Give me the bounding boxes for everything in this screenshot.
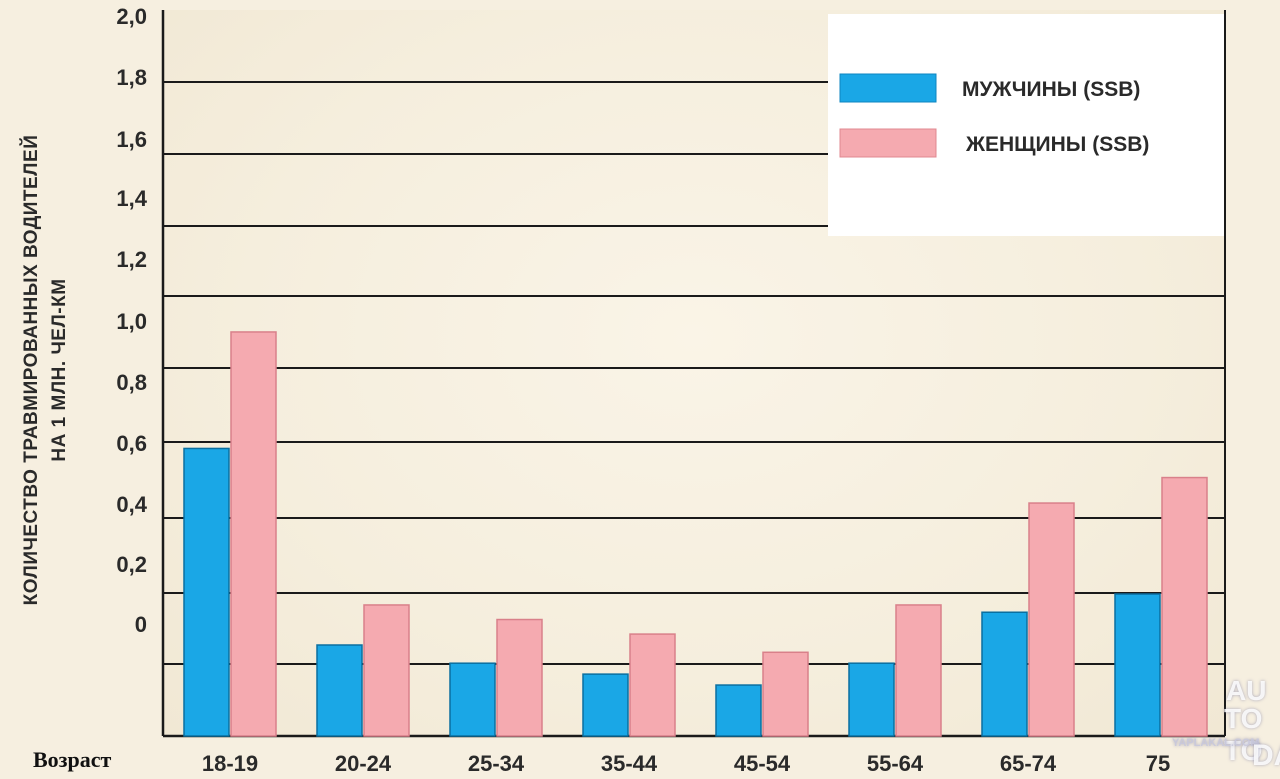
bar-male-55-64	[848, 662, 895, 737]
bar-male-18-19	[183, 447, 230, 737]
bar-male-20-24	[316, 644, 363, 737]
x-tick-label: 18-19	[202, 751, 258, 776]
bar-female-20-24	[363, 604, 410, 737]
y-tick-label: 0,8	[116, 370, 147, 395]
bar-female-65-74	[1028, 502, 1075, 737]
watermark-text-to: TO TO	[1224, 703, 1263, 766]
x-tick-label: 20-24	[335, 751, 392, 776]
y-axis-title-line-1: КОЛИЧЕСТВО ТРАВМИРОВАННЫХ ВОДИТЕЛЕЙ	[21, 134, 42, 606]
watermark-text-day: DAY	[1252, 739, 1280, 772]
legend-label-1: МУЖЧИНЫ (SSB)	[962, 78, 1140, 101]
y-axis-title: КОЛИЧЕСТВО ТРАВМИРОВАННЫХ ВОДИТЕЛЕЙ НА 1…	[18, 135, 74, 606]
bar-male-25-34	[449, 662, 496, 737]
y-tick-label: 1,4	[116, 186, 147, 211]
bar-male-35-44	[582, 673, 629, 737]
x-axis-title: Возраст	[33, 747, 112, 772]
x-tick-label: 45-54	[734, 751, 791, 776]
watermark-logo: AU TO TO YAPLAKAL.COM DAY	[1164, 675, 1280, 775]
legend-box	[828, 14, 1224, 236]
y-tick-label: 0,4	[116, 492, 147, 517]
x-tick-label: 55-64	[867, 751, 924, 776]
bar-female-75	[1161, 476, 1208, 737]
y-axis-title-line-2: НА 1 МЛН. ЧЕЛ-КМ	[49, 278, 70, 462]
x-tick-label: 65-74	[1000, 751, 1057, 776]
legend-swatch-2	[839, 128, 937, 158]
x-tick-label: 25-34	[468, 751, 525, 776]
watermark-text-au: AU	[1226, 675, 1267, 706]
bar-male-75	[1114, 593, 1161, 737]
bar-female-55-64	[895, 604, 942, 737]
y-tick-label: 1,8	[116, 65, 147, 90]
y-tick-label: 0,6	[116, 431, 147, 456]
y-tick-label: 1,0	[116, 309, 147, 334]
watermark-site: YAPLAKAL.COM	[1172, 737, 1260, 749]
y-tick-label: 1,6	[116, 127, 147, 152]
bar-female-45-54	[762, 651, 809, 737]
y-tick-label: 0	[135, 612, 147, 637]
bar-female-35-44	[629, 633, 676, 737]
y-tick-label: 2,0	[116, 4, 147, 29]
bar-female-18-19	[230, 331, 277, 737]
y-tick-label: 1,2	[116, 247, 147, 272]
x-tick-label: 35-44	[601, 751, 658, 776]
x-tick-label: 75	[1146, 751, 1170, 776]
y-tick-label: 0,2	[116, 552, 147, 577]
bar-female-25-34	[496, 618, 543, 737]
bar-male-45-54	[715, 684, 762, 737]
legend-swatch-1	[839, 73, 937, 103]
bar-male-65-74	[981, 611, 1028, 737]
legend-label-2: ЖЕНЩИНЫ (SSB)	[965, 133, 1149, 156]
